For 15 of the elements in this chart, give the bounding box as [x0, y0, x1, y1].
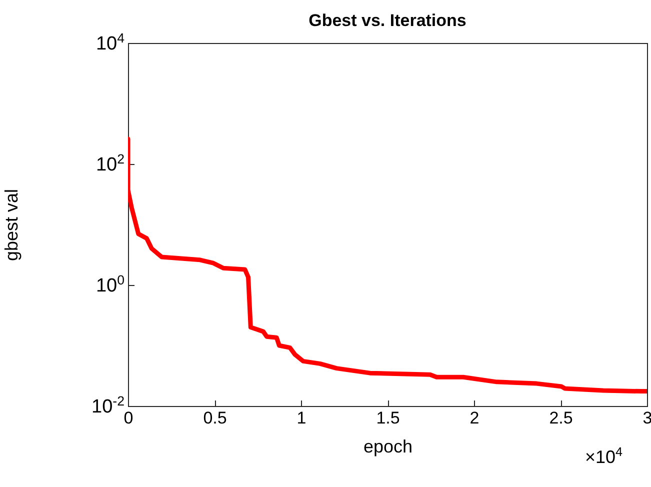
- x-tick-label: 2: [470, 408, 480, 428]
- y-tick-label: 10$^{0}$: [96, 272, 124, 296]
- y-tick-label: 10$^{4}$: [96, 30, 124, 54]
- text: ×10$^{4}$: [585, 445, 623, 467]
- y-axis-title: gbest val: [2, 188, 22, 262]
- x-tick-label: 1.5: [376, 408, 400, 428]
- y-tick-label: 10$^{2}$: [96, 151, 124, 176]
- x-tick-label: 2.5: [549, 408, 573, 428]
- x-tick-label: 1: [296, 408, 306, 428]
- y-tick-label: 10$^{-2}$: [92, 393, 124, 418]
- x-tick-label: 0.5: [203, 408, 227, 428]
- x-axis-title: epoch: [363, 436, 413, 456]
- chart-title: Gbest vs. Iterations: [308, 11, 466, 30]
- line-series: [128, 136, 647, 394]
- x-tick-label: 0: [124, 408, 134, 428]
